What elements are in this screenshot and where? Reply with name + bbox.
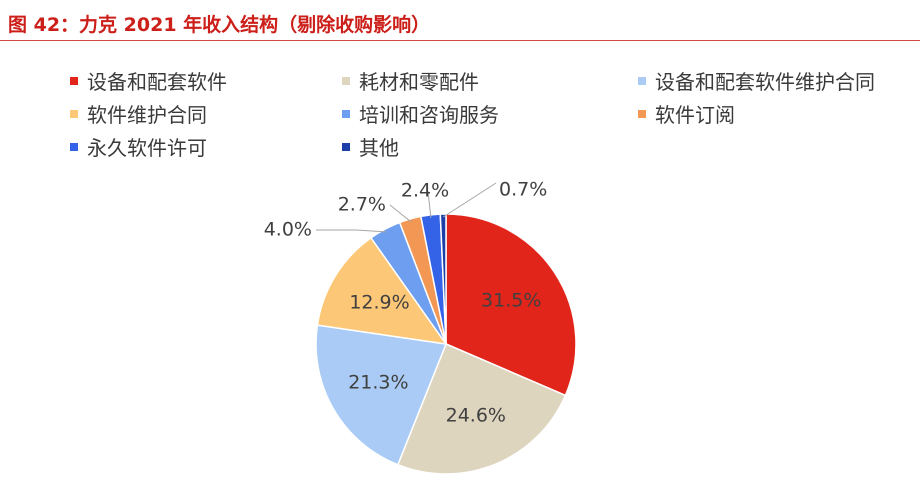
slice-label: 2.4% bbox=[401, 180, 449, 202]
legend-label: 永久软件许可 bbox=[87, 136, 207, 160]
leader-line bbox=[427, 190, 432, 218]
pie-slice bbox=[439, 213, 447, 345]
slice-label: 31.5% bbox=[481, 290, 541, 312]
legend-swatch bbox=[70, 76, 78, 85]
legend-item: 软件订阅 bbox=[638, 99, 735, 128]
title-divider bbox=[0, 40, 920, 41]
leader-line bbox=[316, 229, 387, 233]
chart-legend: 设备和配套软件 耗材和零配件 设备和配套软件维护合同软件维护合同 培训和咨询服务 软件订… bbox=[70, 66, 920, 162]
legend-label: 培训和咨询服务 bbox=[359, 103, 499, 127]
legend-swatch bbox=[70, 142, 78, 151]
slice-label: 24.6% bbox=[446, 405, 506, 427]
legend-item: 培训和咨询服务 bbox=[342, 99, 499, 128]
legend-swatch bbox=[638, 109, 646, 118]
pie-slice bbox=[445, 213, 577, 397]
slice-label: 21.3% bbox=[348, 371, 408, 393]
leader-line bbox=[389, 204, 412, 223]
legend-swatch bbox=[342, 142, 350, 151]
slice-label: 12.9% bbox=[349, 292, 409, 314]
figure-title: 图 42：力克 2021 年收入结构（剔除收购影响） bbox=[8, 14, 431, 36]
legend-label: 软件订阅 bbox=[655, 103, 735, 127]
pie-slice bbox=[316, 236, 448, 345]
legend-item: 永久软件许可 bbox=[70, 132, 207, 161]
legend-label: 设备和配套软件维护合同 bbox=[655, 70, 875, 94]
legend-swatch bbox=[342, 76, 350, 85]
pie-slice bbox=[315, 324, 448, 466]
slice-label: 2.7% bbox=[338, 194, 386, 216]
legend-item: 耗材和零配件 bbox=[342, 66, 479, 95]
legend-swatch bbox=[70, 109, 78, 118]
legend-label: 耗材和零配件 bbox=[359, 70, 479, 94]
slice-label: 0.7% bbox=[499, 179, 547, 201]
legend-item: 设备和配套软件 bbox=[70, 66, 227, 95]
legend-item: 其他 bbox=[342, 132, 399, 161]
legend-item: 设备和配套软件维护合同 bbox=[638, 66, 875, 95]
legend-swatch bbox=[342, 109, 350, 118]
leader-line bbox=[442, 182, 497, 218]
legend-label: 软件维护合同 bbox=[87, 103, 207, 127]
legend-label: 其他 bbox=[359, 136, 399, 160]
legend-label: 设备和配套软件 bbox=[87, 70, 227, 94]
slice-label: 4.0% bbox=[264, 219, 312, 241]
pie-slice bbox=[396, 343, 567, 475]
legend-swatch bbox=[638, 76, 646, 85]
legend-item: 软件维护合同 bbox=[70, 99, 207, 128]
